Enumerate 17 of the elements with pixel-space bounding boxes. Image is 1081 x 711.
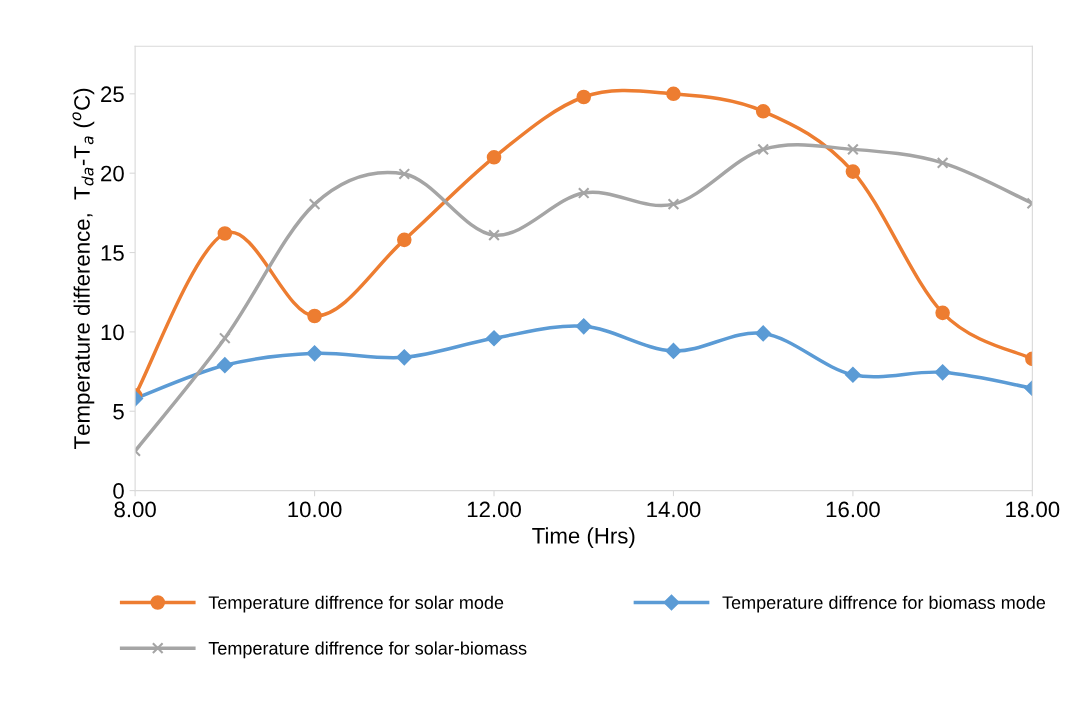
y-tick-label: 5 — [113, 404, 124, 420]
y-axis-title: Temperature difference, T$_{da}$-T$_{a}$ ($^{o}$C) — [72, 88, 95, 449]
x-tick-label: 10.00 — [288, 501, 342, 518]
x-tick-label: 18.00 — [1006, 501, 1060, 518]
y-tick-label: 15 — [101, 245, 124, 261]
x-tick-label: 14.00 — [647, 501, 701, 518]
legend-label: Temperature diffrence for solar mode — [208, 595, 504, 613]
x-tick-label: 12.00 — [467, 501, 521, 518]
y-tick-label: 10 — [101, 324, 124, 341]
y-tick-label: 20 — [101, 165, 124, 182]
y-tick-label: 25 — [101, 86, 124, 103]
legend-label: Temperature diffrence for biomass mode — [722, 595, 1046, 613]
x-axis-title: Time (Hrs) — [532, 527, 635, 548]
x-tick-label: 16.00 — [826, 501, 880, 518]
x-tick-label: 8.00 — [114, 501, 156, 518]
y-tick-label: 0 — [113, 483, 124, 499]
legend-label: Temperature diffrence for solar-biomass — [208, 641, 527, 659]
